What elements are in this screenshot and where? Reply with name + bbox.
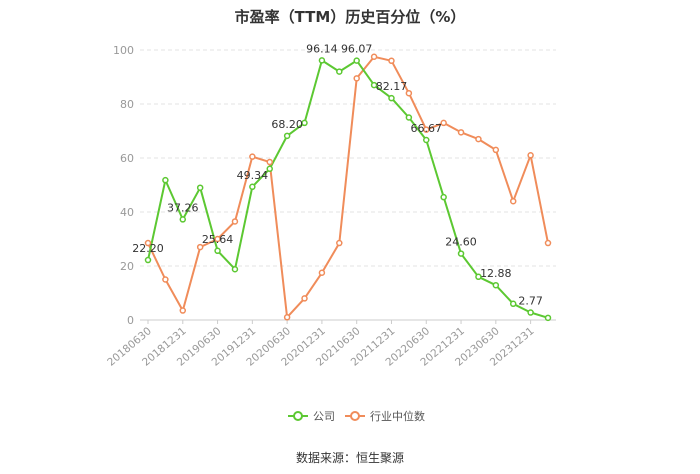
data-point [353, 75, 360, 82]
data-point [405, 114, 413, 121]
legend-label: 公司 [313, 410, 335, 423]
data-point [509, 300, 517, 308]
grid-lines [140, 49, 556, 267]
data-point [283, 314, 291, 321]
data-label: 49.34 [237, 169, 269, 182]
data-point [509, 197, 517, 205]
series-points [144, 53, 552, 322]
legend-item: 行业中位数 [345, 409, 425, 423]
data-point [388, 57, 395, 65]
data-point [196, 243, 204, 251]
data-point [475, 273, 482, 281]
data-point [162, 276, 169, 283]
data-point [162, 176, 169, 184]
y-tick-label: 20 [120, 260, 134, 273]
data-label: 12.88 [480, 267, 512, 280]
data-point [336, 68, 343, 75]
data-point [475, 135, 482, 143]
data-point [266, 165, 273, 173]
legend-label: 行业中位数 [370, 409, 425, 423]
y-tick-label: 60 [120, 152, 134, 165]
data-point [457, 129, 465, 136]
data-label: 82.17 [376, 80, 408, 93]
data-label: 2.77 [518, 295, 543, 308]
data-point [527, 309, 534, 316]
chart-title: 市盈率（TTM）历史百分位（%） [234, 8, 466, 26]
data-point [440, 193, 447, 201]
data-point [492, 146, 500, 154]
data-point [214, 235, 221, 243]
data-label: 37.26 [167, 201, 199, 214]
data-label: 24.60 [445, 236, 477, 249]
y-tick-label: 0 [127, 314, 134, 327]
data-point [214, 247, 221, 255]
data-point [301, 119, 308, 127]
y-tick-label: 100 [113, 44, 134, 57]
data-point [231, 265, 239, 273]
x-axis: 2018063020181231201906302019123120200630… [105, 319, 556, 369]
data-point [196, 184, 204, 191]
data-label: 66.67 [411, 122, 443, 135]
y-axis: 0 20 40 60 80 100 [113, 44, 134, 327]
legend: 公司 行业中位数 [288, 409, 425, 423]
data-point [283, 132, 291, 140]
data-point [388, 94, 395, 102]
legend-swatch-marker [350, 411, 360, 421]
legend-swatch-marker [293, 411, 303, 421]
data-point [544, 314, 552, 322]
data-point [301, 295, 308, 302]
data-point [544, 239, 552, 247]
data-point [179, 216, 187, 223]
data-point [318, 269, 326, 276]
data-source: 数据来源：恒生聚源 [295, 451, 404, 465]
data-point [457, 250, 465, 257]
data-label: 25.64 [202, 233, 234, 246]
data-point [527, 152, 534, 159]
data-point [266, 158, 273, 166]
data-point [440, 119, 447, 127]
data-point [179, 307, 187, 314]
y-tick-label: 80 [120, 98, 134, 111]
y-tick-label: 40 [120, 206, 134, 219]
data-point [144, 256, 152, 264]
data-point [249, 183, 256, 191]
data-point [423, 126, 430, 133]
data-label: 96.07 [341, 43, 373, 56]
data-point [370, 81, 378, 89]
data-point [423, 136, 430, 144]
data-labels: 22.20 37.26 25.64 49.34 68.20 96.14 96.07 82.17… [132, 42, 543, 307]
data-label: 22.20 [132, 242, 164, 255]
data-point [249, 153, 256, 160]
data-point [231, 218, 239, 225]
data-point [318, 57, 326, 64]
data-point [353, 57, 360, 64]
data-label: 68.20 [271, 118, 303, 131]
data-point [144, 239, 152, 247]
data-label: 96.14 [306, 42, 338, 55]
data-point [405, 89, 413, 97]
data-point [336, 239, 343, 247]
legend-item: 公司 [288, 410, 335, 423]
data-point [370, 53, 378, 60]
data-point [492, 281, 500, 289]
